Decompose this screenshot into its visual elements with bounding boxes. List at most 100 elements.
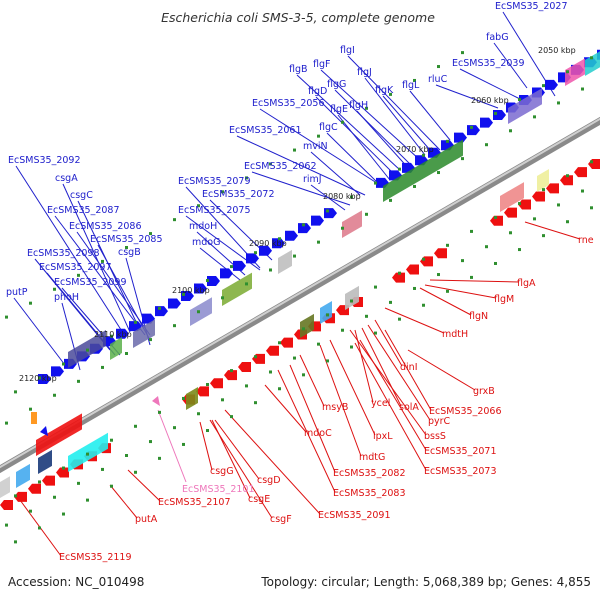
forward-gene-arrow	[220, 268, 233, 279]
forward-label-connector	[199, 247, 241, 281]
reverse-label-connector	[419, 287, 472, 316]
tick-mark	[518, 202, 521, 206]
tick-mark	[293, 148, 296, 152]
reverse-gene-arrow	[280, 337, 293, 348]
forward-gene-label: EcSMS35_2097	[39, 262, 112, 273]
tick-mark	[590, 56, 593, 60]
forward-gene-label: EcSMS35_2056	[252, 98, 325, 109]
reverse-gene-box	[345, 285, 359, 310]
backbone-track-layer	[0, 116, 600, 474]
reverse-label-connector	[209, 419, 273, 519]
tick-mark	[485, 143, 488, 147]
reverse-label-connector	[214, 419, 260, 480]
forward-label-connector	[97, 244, 151, 341]
reverse-gene-label: EcSMS35_2119	[59, 552, 132, 563]
forward-gene-label: csgB	[118, 247, 141, 258]
tick-mark	[101, 467, 104, 471]
tick-mark	[278, 387, 281, 391]
reverse-gene-box	[537, 169, 549, 192]
tick-mark	[302, 373, 305, 377]
tick-mark	[509, 231, 512, 235]
forward-label-connector	[259, 108, 381, 186]
tick-mark	[437, 273, 440, 277]
tick-mark	[101, 259, 104, 263]
reverse-gene-label: flgN	[469, 311, 488, 322]
tick-mark	[374, 181, 377, 185]
reverse-gene-label: putA	[135, 514, 158, 525]
forward-label-connector	[409, 90, 451, 141]
scale-label: 2070 kbp	[396, 145, 434, 154]
reverse-gene-label: csgE	[248, 494, 270, 505]
forward-gene-arrow	[298, 223, 311, 234]
tick-mark	[149, 338, 152, 342]
reverse-label-connector	[264, 384, 307, 433]
tick-mark	[470, 275, 473, 279]
forward-gene-arrow	[194, 283, 207, 294]
forward-gene-label: EcSMS35_2072	[202, 189, 275, 200]
forward-label-connector	[54, 215, 146, 336]
tick-mark	[254, 401, 257, 405]
tick-mark	[317, 240, 320, 244]
forward-gene-label: flgC	[319, 122, 338, 133]
tick-mark	[101, 365, 104, 369]
forward-label-connector	[382, 95, 431, 151]
tick-mark	[125, 246, 128, 249]
forward-gene-label: flgI	[340, 45, 355, 56]
forward-gene-box	[110, 337, 122, 360]
tick-mark	[413, 286, 416, 290]
reverse-gene-box	[36, 413, 82, 456]
tick-mark	[29, 301, 32, 305]
forward-gene-box	[190, 297, 212, 326]
forward-gene-arrow	[324, 208, 337, 219]
tick-mark	[374, 331, 377, 335]
forward-gene-label: flgE	[330, 104, 348, 115]
reverse-gene-label: msyB	[322, 402, 348, 413]
reverse-gene-label: ycel	[371, 398, 390, 409]
reverse-label-connector	[384, 307, 445, 334]
forward-gene-label: mviN	[303, 141, 328, 152]
forward-gene-arrow	[454, 132, 467, 143]
forward-gene-label: flgF	[313, 59, 330, 70]
tick-mark	[221, 190, 224, 194]
tick-mark	[254, 355, 257, 359]
forward-label-connector	[15, 165, 126, 337]
tick-mark	[110, 438, 113, 442]
reverse-label-connector	[349, 329, 427, 436]
tick-mark	[293, 254, 296, 258]
forward-gene-label: fabG	[486, 32, 509, 43]
forward-gene-label: csgC	[70, 190, 93, 201]
tick-mark	[173, 324, 176, 328]
scale-label: 2110 kbp	[94, 330, 132, 339]
tick-mark	[182, 292, 185, 296]
scale-label: 2060 kbp	[471, 96, 509, 105]
reverse-gene-label: solA	[399, 402, 419, 413]
forward-gene-label: flgG	[327, 79, 346, 90]
tick-mark	[158, 410, 161, 414]
feature-small-box	[31, 412, 37, 424]
reverse-gene-arrow	[14, 491, 27, 502]
pseudo-label-connector	[157, 409, 187, 483]
tick-mark	[62, 512, 65, 516]
tick-mark	[557, 101, 560, 105]
reverse-label-connector	[277, 369, 336, 493]
forward-label-connector	[13, 297, 66, 366]
tick-mark	[350, 299, 353, 303]
tick-mark	[326, 209, 329, 213]
forward-gene-label: EcSMS35_2062	[244, 161, 317, 172]
tick-mark	[86, 348, 89, 352]
forward-gene-arrow	[311, 215, 324, 226]
tick-mark	[461, 259, 464, 263]
tick-mark	[245, 176, 248, 180]
tick-mark	[5, 523, 8, 527]
tick-mark	[5, 421, 8, 425]
tick-mark	[341, 226, 344, 230]
reverse-gene-arrow	[574, 167, 587, 178]
tick-mark	[317, 134, 320, 138]
tick-mark	[374, 285, 377, 289]
forward-gene-label: flgB	[289, 64, 308, 75]
tick-mark	[14, 494, 17, 498]
reverse-gene-label: mdtH	[442, 329, 468, 340]
tick-mark	[437, 171, 440, 175]
gene-feature-layer	[0, 49, 600, 510]
reverse-gene-box	[38, 449, 52, 474]
